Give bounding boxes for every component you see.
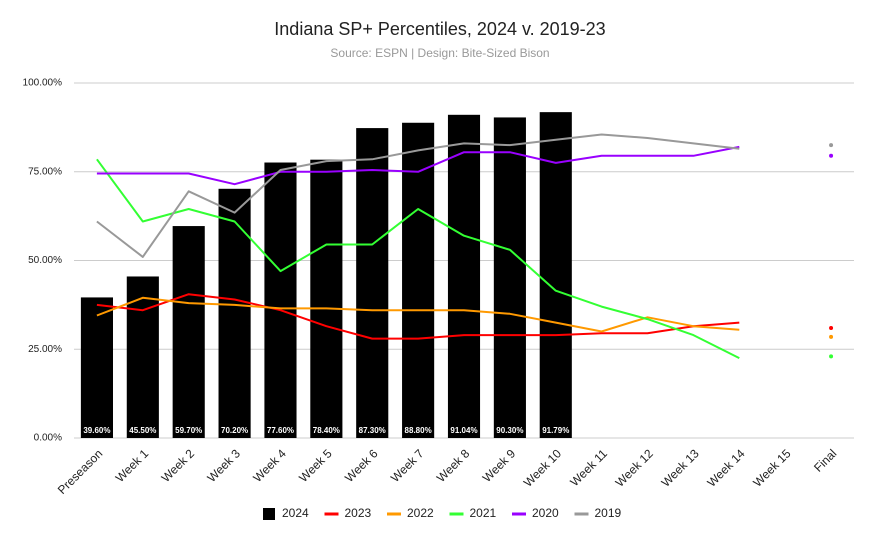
x-tick-label: Week 8 (434, 446, 473, 485)
bar (172, 226, 205, 438)
bar (80, 297, 113, 438)
bar (493, 117, 526, 438)
legend-label: 2021 (470, 506, 497, 520)
x-tick-label: Preseason (55, 446, 105, 496)
chart-title: Indiana SP+ Percentiles, 2024 v. 2019-23 (274, 19, 605, 39)
bar (264, 162, 297, 438)
legend-label: 2019 (595, 506, 622, 520)
line-point (829, 334, 834, 339)
x-tick-label: Week 2 (159, 446, 198, 485)
bar-value-label: 78.40% (313, 426, 340, 435)
x-tick-label: Week 11 (567, 446, 610, 489)
line-series (96, 133, 740, 258)
x-tick-label: Week 7 (388, 446, 427, 485)
bar (218, 188, 251, 438)
chart-subtitle: Source: ESPN | Design: Bite-Sized Bison (330, 46, 549, 60)
y-tick-label: 100.00% (23, 78, 63, 89)
x-tick-label: Week 13 (659, 446, 702, 489)
line-series (96, 158, 740, 359)
bar-value-label: 59.70% (175, 426, 202, 435)
bar-value-label: 77.60% (267, 426, 294, 435)
bar-value-label: 87.30% (359, 426, 386, 435)
line-point (829, 143, 834, 148)
x-tick-label: Week 9 (480, 446, 519, 485)
line-point (829, 153, 834, 158)
x-tick-label: Week 15 (750, 446, 793, 489)
line-series (96, 293, 740, 340)
line-point (829, 325, 834, 330)
bar (539, 112, 572, 438)
x-tick-label: Week 4 (250, 446, 289, 485)
line-series (96, 145, 740, 186)
legend-label: 2022 (407, 506, 434, 520)
legend-swatch (263, 508, 275, 520)
bar-value-label: 91.04% (450, 426, 477, 435)
bar-value-label: 88.80% (405, 426, 432, 435)
bar-value-label: 90.30% (496, 426, 523, 435)
x-tick-label: Week 12 (613, 446, 656, 489)
bar-value-label: 39.60% (83, 426, 110, 435)
legend-label: 2020 (532, 506, 559, 520)
bar (356, 128, 389, 438)
bar (402, 122, 435, 438)
bar-value-label: 91.79% (542, 426, 569, 435)
bar-value-label: 45.50% (129, 426, 156, 435)
y-tick-label: 75.00% (28, 166, 62, 177)
y-tick-label: 50.00% (28, 255, 62, 266)
bar (310, 159, 343, 438)
legend-label: 2023 (345, 506, 372, 520)
y-tick-label: 0.00% (34, 433, 62, 444)
x-tick-label: Week 3 (204, 446, 243, 485)
x-tick-label: Week 5 (296, 446, 335, 485)
line-series (96, 296, 740, 333)
bar-value-label: 70.20% (221, 426, 248, 435)
x-tick-label: Week 1 (113, 446, 152, 485)
line-point (829, 354, 834, 359)
x-tick-label: Week 6 (342, 446, 381, 485)
x-tick-label: Week 10 (521, 446, 564, 489)
bar (126, 276, 159, 438)
bar (447, 114, 481, 439)
x-tick-label: Week 14 (704, 446, 747, 489)
legend-label: 2024 (282, 506, 309, 520)
y-tick-label: 25.00% (28, 344, 62, 355)
x-tick-label: Final (811, 446, 839, 474)
